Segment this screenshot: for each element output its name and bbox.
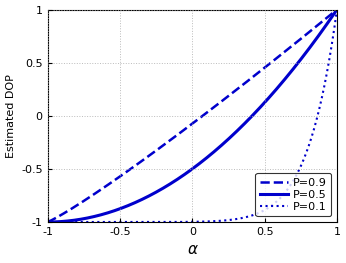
P=0.5: [326, 20, 330, 23]
P=0.1: [186, 220, 190, 224]
P=0.9: [186, 125, 190, 128]
P=0.1: [326, 63, 330, 66]
P=0.5: [46, 220, 50, 224]
P=0.9: [273, 58, 277, 61]
P=0.9: [179, 131, 183, 134]
P=0.1: [179, 220, 183, 224]
P=0.9: [46, 220, 50, 224]
Line: P=0.5: P=0.5: [48, 9, 337, 222]
P=0.5: [60, 220, 64, 223]
X-axis label: α: α: [187, 242, 197, 257]
P=0.1: [46, 220, 50, 224]
P=0.9: [335, 8, 339, 11]
P=0.5: [179, 175, 183, 179]
Line: P=0.9: P=0.9: [48, 9, 337, 222]
P=0.5: [335, 8, 339, 11]
P=0.5: [186, 170, 190, 173]
Line: P=0.1: P=0.1: [48, 9, 337, 222]
Y-axis label: Estimated DOP: Estimated DOP: [6, 74, 16, 158]
P=0.5: [327, 20, 331, 23]
P=0.1: [335, 8, 339, 11]
P=0.9: [60, 213, 64, 216]
P=0.9: [327, 15, 331, 18]
P=0.5: [273, 89, 277, 92]
Legend: P=0.9, P=0.5, P=0.1: P=0.9, P=0.5, P=0.1: [255, 173, 331, 216]
P=0.1: [327, 62, 331, 65]
P=0.9: [326, 15, 330, 18]
P=0.1: [273, 201, 277, 204]
P=0.1: [60, 220, 64, 224]
